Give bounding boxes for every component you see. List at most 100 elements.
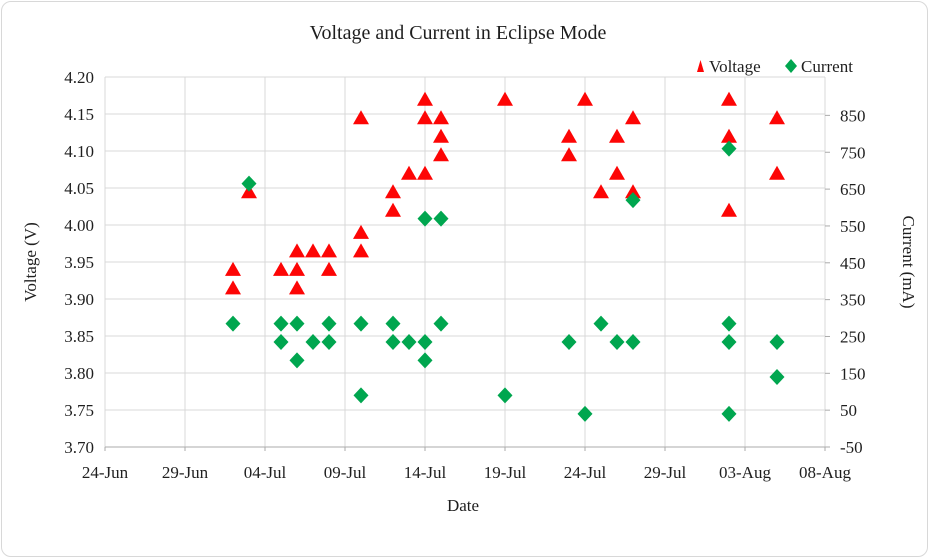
y-left-tick-labels: 4.20 4.15 4.10 4.05 4.00 3.95 3.90 3.85 3.80 3.75… <box>64 68 94 457</box>
chart-title: Voltage and Current in Eclipse Mode <box>310 22 607 44</box>
current-legend-diamond-icon <box>785 59 797 73</box>
voltage-tick-label: 4.05 <box>64 179 94 198</box>
voltage-legend-triangle-icon <box>697 60 704 72</box>
voltage-point <box>593 184 609 199</box>
voltage-point <box>433 147 449 162</box>
voltage-point <box>289 280 305 295</box>
current-point <box>401 334 417 350</box>
current-tick-label: 750 <box>840 143 866 162</box>
voltage-point <box>353 224 369 239</box>
current-point <box>385 334 401 350</box>
voltage-tick-label: 3.90 <box>64 290 94 309</box>
current-point <box>433 210 449 227</box>
current-point <box>241 175 257 192</box>
current-legend-label: Current <box>801 57 853 76</box>
voltage-point <box>225 280 241 295</box>
voltage-tick-label: 4.20 <box>64 68 94 87</box>
voltage-tick-label: 3.80 <box>64 364 94 383</box>
current-point <box>593 315 609 332</box>
x-tick-label: 03-Aug <box>719 463 771 482</box>
current-point <box>625 192 641 209</box>
gridlines <box>104 76 826 448</box>
voltage-point <box>417 110 433 125</box>
voltage-point <box>401 165 417 180</box>
voltage-point <box>289 243 305 258</box>
current-point <box>273 334 289 350</box>
current-point <box>721 334 737 350</box>
current-point <box>721 405 737 422</box>
y-right-tick-labels: 850 750 650 550 450 350 250 150 50 -50 <box>840 106 866 457</box>
voltage-point <box>769 110 785 125</box>
current-point <box>561 334 577 350</box>
current-tick-label: 50 <box>840 401 857 420</box>
voltage-tick-label: 4.00 <box>64 216 94 235</box>
x-tick-label: 24-Jul <box>564 463 607 482</box>
voltage-point <box>417 165 433 180</box>
voltage-point <box>721 202 737 217</box>
voltage-point <box>609 165 625 180</box>
current-point <box>353 315 369 332</box>
voltage-point <box>721 128 737 143</box>
voltage-point <box>769 165 785 180</box>
axis-ticks <box>104 114 830 451</box>
x-tick-label: 24-Jun <box>82 463 129 482</box>
current-tick-label: -50 <box>840 438 863 457</box>
voltage-point <box>289 261 305 276</box>
voltage-point <box>561 128 577 143</box>
voltage-point <box>561 147 577 162</box>
current-point <box>497 387 513 404</box>
voltage-tick-label: 3.85 <box>64 327 94 346</box>
current-tick-label: 850 <box>840 106 866 125</box>
current-point <box>273 315 289 332</box>
x-axis-title: Date <box>447 496 479 515</box>
current-tick-label: 550 <box>840 217 866 236</box>
voltage-point <box>609 128 625 143</box>
voltage-point <box>321 261 337 276</box>
y-left-axis-title: Voltage (V) <box>21 222 40 301</box>
voltage-tick-label: 3.75 <box>64 401 94 420</box>
voltage-tick-label: 4.10 <box>64 142 94 161</box>
current-point <box>609 334 625 350</box>
voltage-tick-label: 3.95 <box>64 253 94 272</box>
current-point <box>289 315 305 332</box>
voltage-tick-label: 3.70 <box>64 438 94 457</box>
voltage-point <box>497 91 513 106</box>
voltage-point <box>321 243 337 258</box>
x-tick-label: 29-Jul <box>644 463 687 482</box>
current-point <box>721 315 737 332</box>
voltage-point <box>721 91 737 106</box>
voltage-tick-label: 4.15 <box>64 105 94 124</box>
current-tick-label: 250 <box>840 327 866 346</box>
legend: Voltage Current <box>697 57 853 76</box>
current-series-markers <box>225 140 785 422</box>
voltage-point <box>385 202 401 217</box>
current-point <box>417 210 433 227</box>
current-point <box>769 369 785 385</box>
voltage-point <box>433 128 449 143</box>
voltage-series-markers <box>225 91 785 295</box>
x-tick-label: 29-Jun <box>162 463 209 482</box>
current-tick-label: 150 <box>840 364 866 383</box>
current-point <box>305 334 321 350</box>
voltage-point <box>273 261 289 276</box>
x-tick-labels: 24-Jun 29-Jun 04-Jul 09-Jul 14-Jul 19-Jul 24-J… <box>82 463 852 482</box>
current-point <box>289 352 305 369</box>
current-point <box>321 315 337 332</box>
voltage-point <box>433 110 449 125</box>
current-point <box>417 334 433 350</box>
x-tick-label: 09-Jul <box>324 463 367 482</box>
current-tick-label: 450 <box>840 254 866 273</box>
current-point <box>769 334 785 350</box>
voltage-point <box>417 91 433 106</box>
y-right-axis-title: Current (mA) <box>899 215 918 308</box>
current-point <box>625 334 641 350</box>
current-point <box>433 315 449 332</box>
x-tick-label: 08-Aug <box>799 463 851 482</box>
voltage-point <box>577 91 593 106</box>
current-point <box>417 352 433 369</box>
voltage-point <box>305 243 321 258</box>
x-tick-label: 04-Jul <box>244 463 287 482</box>
current-point <box>385 315 401 332</box>
